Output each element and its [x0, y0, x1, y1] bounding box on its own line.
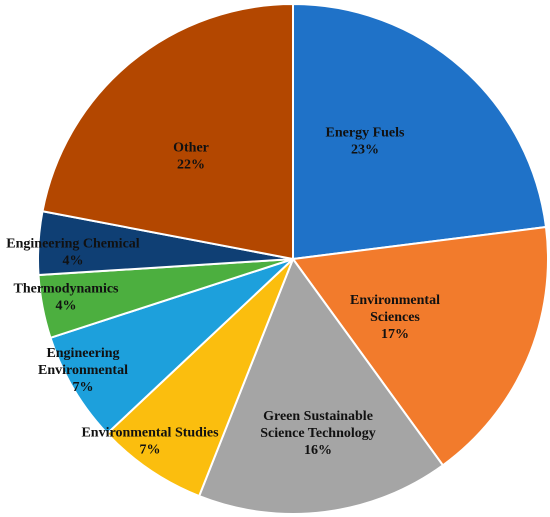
- slice-percent: 17%: [381, 327, 409, 342]
- slice-name-line: Environmental: [350, 293, 440, 308]
- slice-label-energy-fuels: Energy Fuels 23%: [326, 126, 405, 158]
- slice-name-line: Engineering Chemical: [6, 237, 139, 252]
- slice-label-engineering-chemical: Engineering Chemical 4%: [6, 237, 139, 269]
- slice-percent: 16%: [304, 443, 332, 458]
- pie-slice-environmental-sciences: [291, 225, 549, 467]
- slice-label-environmental-studies: Environmental Studies 7%: [81, 426, 219, 458]
- slice-label-engineering-environmental: Engineering Environmental 7%: [38, 346, 128, 395]
- slice-label-environmental-sciences: Environmental Sciences 17%: [350, 293, 440, 342]
- slice-label-thermodynamics: Thermodynamics 4%: [14, 282, 120, 314]
- slice-name-line: Science Technology: [260, 426, 376, 441]
- pie-slice-environmental-studies: [105, 258, 294, 498]
- slice-percent: 7%: [140, 443, 161, 458]
- slice-label-green-sustainable-science-technology: Green Sustainable Science Technology 16%: [260, 409, 376, 458]
- slice-label-other: Other 22%: [173, 141, 209, 173]
- slice-name-line: Green Sustainable: [263, 409, 373, 424]
- slice-percent: 4%: [63, 254, 84, 269]
- slice-name-line: Engineering: [46, 346, 119, 361]
- slice-name-line: Other: [173, 141, 209, 156]
- pie-slice-green-sustainable-science-technology: [197, 256, 445, 515]
- slice-name-line: Sciences: [370, 310, 420, 325]
- slice-percent: 7%: [73, 380, 94, 395]
- slice-name-line: Energy Fuels: [326, 126, 405, 141]
- pie-slice-other: [41, 2, 294, 261]
- pie-slice-engineering-environmental: [49, 258, 294, 435]
- slice-percent: 4%: [56, 299, 77, 314]
- slice-name-line: Environmental Studies: [81, 426, 219, 441]
- pie-slices: [37, 2, 549, 515]
- slice-percent: 22%: [177, 158, 205, 173]
- slice-name-line: Thermodynamics: [14, 282, 120, 297]
- pie-slice-energy-fuels: [292, 2, 548, 261]
- slice-percent: 23%: [351, 143, 379, 158]
- slice-name-line: Environmental: [38, 363, 128, 378]
- pie-labels: Energy Fuels 23% Environmental Sciences 17% G…: [6, 126, 440, 459]
